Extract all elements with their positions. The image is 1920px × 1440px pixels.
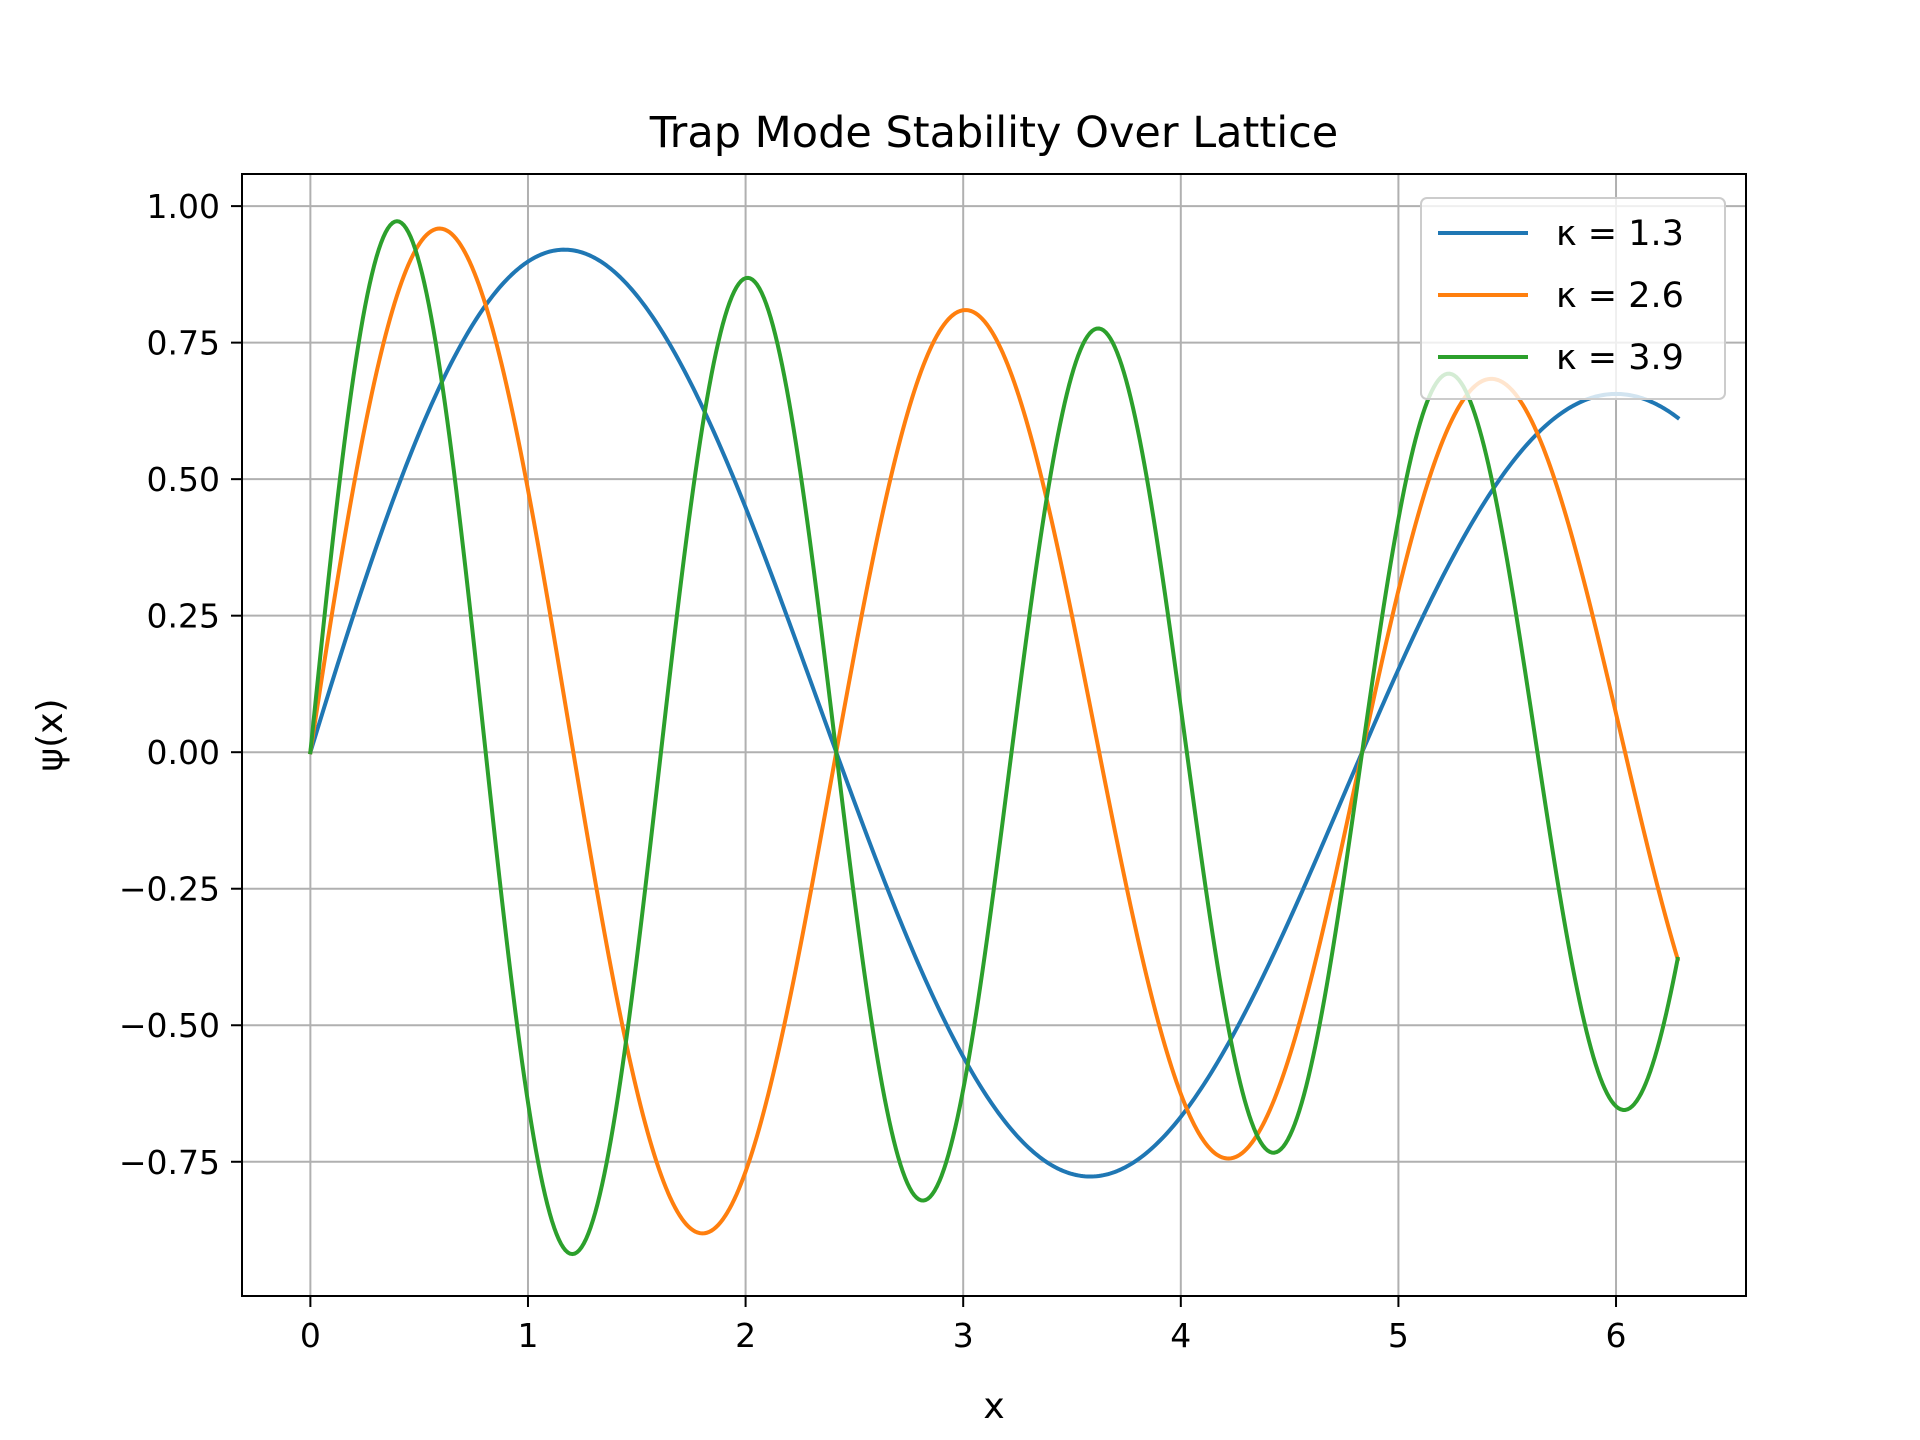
x-tick-label: 2	[735, 1316, 756, 1355]
x-tick-label: 4	[1170, 1316, 1191, 1355]
series-line-1	[307, 247, 1681, 1179]
x-tick-label: 6	[1606, 1316, 1627, 1355]
plot-frame	[241, 173, 1747, 1297]
x-tick-label: 1	[517, 1316, 538, 1355]
series-line-2	[308, 226, 1681, 1236]
y-tick-label: 0.00	[147, 733, 220, 772]
legend-label-2: κ = 2.6	[1556, 276, 1684, 316]
legend-box	[1420, 197, 1726, 400]
y-tick-label: −0.50	[119, 1006, 220, 1045]
y-tick-label: 0.75	[147, 324, 220, 363]
y-tick-label: −0.75	[119, 1143, 220, 1182]
x-tick-label: 5	[1388, 1316, 1409, 1355]
y-axis: −0.75 −0.50 −0.25 0.00 0.25 0.50 0.75 1.00	[119, 187, 242, 1182]
legend-label-3: κ = 3.9	[1556, 338, 1684, 378]
y-tick-label: 1.00	[147, 187, 220, 226]
x-axis: 0 1 2 3 4 5 6	[300, 1296, 1627, 1355]
y-axis-label: ψ(x)	[30, 698, 71, 771]
x-axis-label: x	[983, 1386, 1004, 1427]
x-tick-label: 0	[300, 1316, 321, 1355]
y-tick-label: −0.25	[119, 870, 220, 909]
y-tick-label: 0.50	[147, 460, 220, 499]
legend-label-1: κ = 1.3	[1556, 214, 1684, 254]
legend: κ = 1.3 κ = 2.6 κ = 3.9	[1420, 197, 1726, 400]
y-tick-label: 0.25	[147, 597, 220, 636]
x-tick-label: 3	[953, 1316, 974, 1355]
chart-title: Trap Mode Stability Over Lattice	[649, 108, 1339, 158]
